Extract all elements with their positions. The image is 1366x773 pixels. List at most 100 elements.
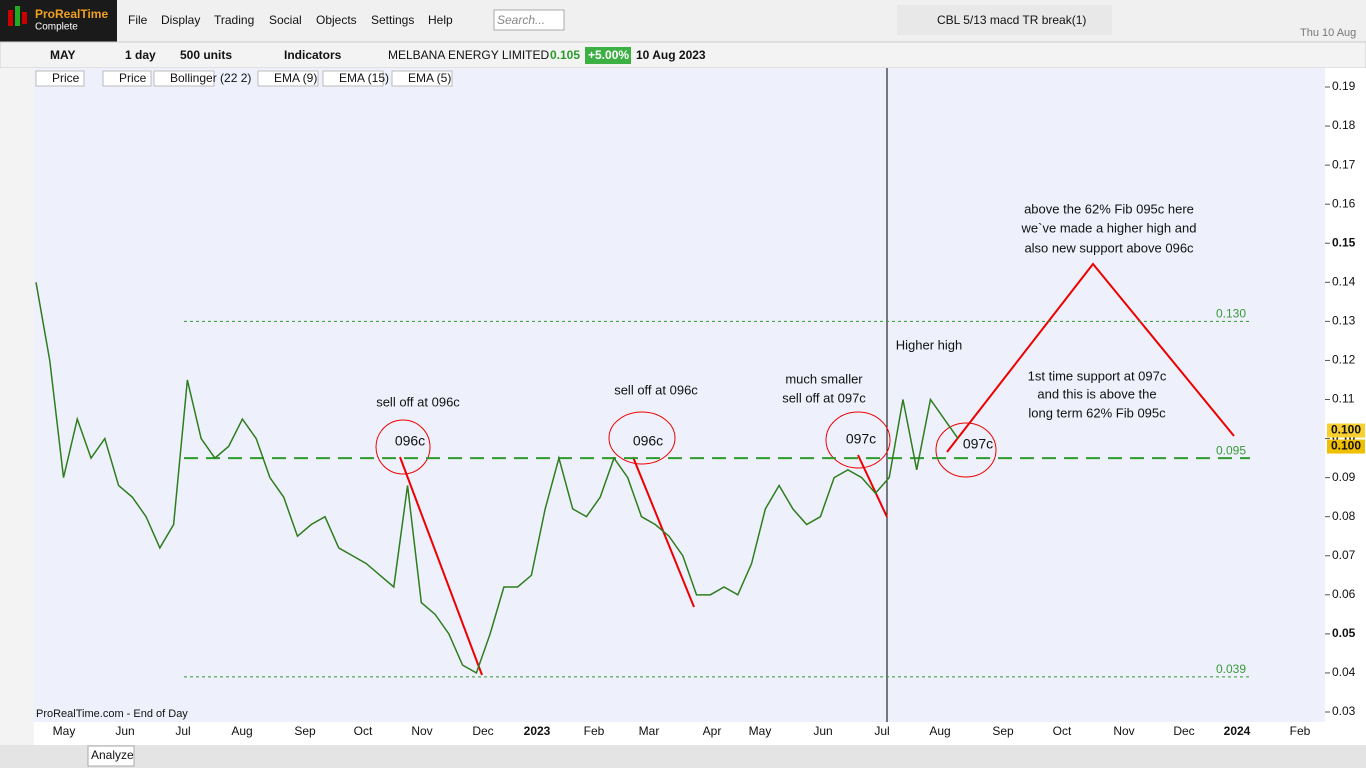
annotation: Higher high [896, 337, 963, 352]
y-tick-label: 0.08 [1332, 509, 1356, 523]
annotation: and this is above the [1037, 386, 1156, 401]
annotation: above the 62% Fib 095c here [1024, 201, 1194, 216]
instrument: MELBANA ENERGY LIMITED [388, 48, 549, 62]
plot-area [34, 68, 1325, 722]
circle [825, 411, 891, 469]
y-tick-label: 0.03 [1332, 704, 1356, 718]
annotation: 1st time support at 097c [1028, 368, 1167, 383]
annotation: sell off at 097c [782, 390, 866, 405]
x-tick-label: Jun [115, 724, 134, 738]
workspace[interactable]: CBL 5/13 macd TR break(1) [937, 13, 1086, 27]
circle-label: 097c [963, 436, 993, 452]
bottom-bar [0, 745, 1366, 768]
menu-item[interactable]: Display [161, 13, 200, 27]
menu-item[interactable]: Objects [316, 13, 357, 27]
menu-item[interactable]: Trading [214, 13, 254, 27]
annotation: we`ve made a higher high and [1021, 220, 1197, 235]
search-box[interactable] [493, 9, 565, 31]
legend-item[interactable]: EMA (9) [274, 71, 317, 85]
annotation: sell off at 096c [614, 382, 698, 397]
ticker[interactable]: MAY [50, 48, 76, 62]
fib-level-label: 0.095 [1216, 443, 1246, 457]
x-tick-label: 2024 [1224, 724, 1251, 738]
legend-item[interactable]: Price [52, 71, 80, 85]
tab-box[interactable] [87, 745, 135, 767]
legend-item[interactable]: Price [119, 71, 147, 85]
brand: ProRealTime [35, 7, 108, 21]
y-tick-label: 0.07 [1332, 548, 1356, 562]
price: 0.105 [550, 48, 580, 62]
legend-box [153, 70, 215, 87]
date: Thu 10 Aug [1300, 27, 1356, 39]
y-tick-label: 0.16 [1332, 196, 1356, 210]
menu-item[interactable]: File [128, 13, 148, 27]
x-tick-label: Jul [874, 724, 889, 738]
price-line [35, 282, 959, 675]
search[interactable]: Search... [497, 13, 545, 27]
y-tick-label: 0.12 [1332, 353, 1356, 367]
price-marker-label: 0.100 [1331, 423, 1361, 437]
menu-item[interactable]: Social [269, 13, 302, 27]
x-tick-label: Aug [231, 724, 252, 738]
legend-box [391, 70, 453, 87]
y-tick-label: 0.04 [1332, 665, 1356, 679]
logo [22, 12, 27, 24]
x-tick-label: Feb [584, 724, 605, 738]
fib-level-label: 0.039 [1216, 662, 1246, 676]
annotation: long term 62% Fib 095c [1028, 405, 1166, 420]
legend-item[interactable]: EMA (5) [408, 71, 451, 85]
change: +5.00% [588, 48, 629, 62]
y-tick-label: 0.18 [1332, 118, 1356, 132]
indicators[interactable]: Indicators [284, 48, 342, 62]
logo [8, 10, 13, 26]
workspace-box [897, 5, 1112, 35]
logo [15, 6, 20, 26]
price-marker [1327, 439, 1365, 454]
date-axis [34, 722, 1366, 745]
top-bar [0, 0, 1366, 42]
annotation: sell off at 096c [376, 394, 460, 409]
circle [608, 411, 676, 465]
tab[interactable]: Analyze [91, 748, 134, 762]
legend-box [257, 70, 319, 87]
period[interactable]: 1 day [125, 48, 156, 62]
x-tick-label: Feb [1290, 724, 1311, 738]
price-marker-label: 0.100 [1331, 439, 1361, 453]
menu-item[interactable]: Help [428, 13, 453, 27]
units[interactable]: 500 units [180, 48, 232, 62]
x-tick-label: May [749, 724, 772, 738]
edition: Complete [35, 22, 78, 33]
circle [935, 422, 997, 478]
price-marker [1327, 423, 1365, 438]
x-tick-label: Oct [1053, 724, 1072, 738]
circle-label: 097c [846, 431, 876, 447]
y-tick-label: 0.11 [1332, 392, 1355, 406]
y-tick-label: 0.15 [1332, 235, 1356, 249]
y-tick-label: 0.13 [1332, 314, 1356, 328]
x-tick-label: Sep [294, 724, 316, 738]
y-tick-label: 0.09 [1332, 470, 1356, 484]
x-tick-label: Oct [354, 724, 373, 738]
x-tick-label: Apr [703, 724, 722, 738]
menu-item[interactable]: Settings [371, 13, 414, 27]
x-tick-label: Nov [411, 724, 432, 738]
x-tick-label: Sep [992, 724, 1014, 738]
legend-item[interactable]: Bollinger (22 2) [170, 71, 251, 85]
y-tick-label: 0.14 [1332, 274, 1356, 288]
x-tick-label: Jun [813, 724, 832, 738]
y-tick-label: 0.06 [1332, 587, 1356, 601]
x-tick-label: Mar [639, 724, 660, 738]
legend-box [322, 70, 384, 87]
change-box [585, 47, 631, 64]
price-axis [1325, 68, 1366, 722]
y-tick-label: 0.19 [1332, 79, 1356, 93]
x-tick-label: Dec [1173, 724, 1194, 738]
legend-item[interactable]: EMA (15) [339, 71, 389, 85]
circle [375, 419, 431, 475]
circle-label: 096c [395, 433, 425, 449]
left-tools [0, 68, 34, 745]
annotation: much smaller [785, 371, 863, 386]
x-tick-label: Dec [472, 724, 493, 738]
y-tick-label: 0.17 [1332, 157, 1356, 171]
